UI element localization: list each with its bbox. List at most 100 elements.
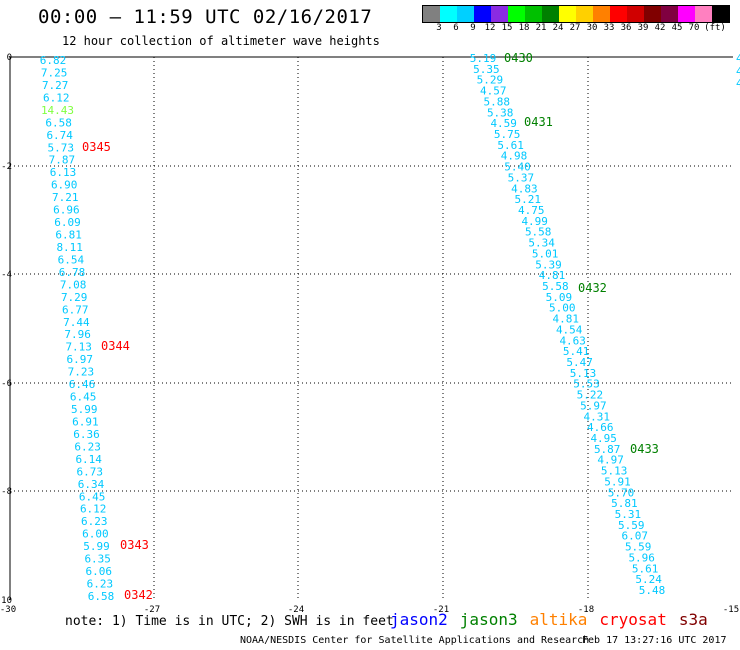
wave-height-value: 6.09 (54, 216, 81, 229)
pass-time-label: 0342 (124, 588, 153, 602)
wave-height-value: 4.66 (587, 421, 614, 434)
wave-height-value: 6.54 (58, 253, 85, 266)
y-tick-label: 0 (7, 53, 12, 63)
satellite-legend: jason2 jason3 altika cryosat s3a (390, 610, 720, 629)
wave-height-value: 5.37 (508, 171, 535, 184)
wave-height-value: 4.97 (597, 454, 624, 467)
wave-height-value: 6.81 (55, 229, 82, 242)
wave-height-value: 6.73 (77, 465, 104, 478)
wave-height-value: 5.73 (48, 141, 75, 154)
wave-height-value: 5.00 (549, 302, 576, 315)
wave-height-value: 7.21 (52, 191, 79, 204)
wave-height-value: 5.31 (615, 508, 642, 521)
wave-height-value: 5.40 (504, 161, 531, 174)
wave-height-value: 5.13 (570, 367, 597, 380)
wave-height-value: 6.74 (46, 129, 73, 142)
x-tick-label: -24 (288, 605, 304, 615)
wave-height-value: 7.13 (65, 341, 92, 354)
wave-height-value: 4.81 (539, 269, 566, 282)
wave-height-value: 5.59 (618, 519, 645, 532)
pass-time-label: 0433 (630, 442, 659, 456)
satellite-cryosat: cryosat (599, 610, 667, 629)
wave-height-value: 5.24 (635, 573, 662, 586)
y-tick-label: -2 (1, 162, 12, 172)
wave-height-value: 5.99 (83, 540, 110, 553)
x-tick-label: -27 (144, 605, 160, 615)
legend-swatch (678, 6, 695, 22)
wave-height-value: 4.81 (553, 313, 580, 326)
legend-label: 12 (484, 23, 496, 33)
units-note: note: 1) Time is in UTC; 2) SWH is in fe… (65, 614, 394, 629)
wave-height-value: 4.63 (559, 334, 586, 347)
wave-height-value: 5.59 (625, 541, 652, 554)
legend-label: (ft) (704, 23, 726, 33)
wave-height-value: 4.59 (490, 117, 517, 130)
wave-height-value: 6.78 (59, 266, 86, 279)
wave-height-value: 5.53 (573, 378, 600, 391)
wave-height-value: 5.48 (639, 584, 666, 597)
legend-swatch (576, 6, 593, 22)
pass-time-label: 0344 (101, 339, 130, 353)
satellite-jason2: jason2 (390, 610, 448, 629)
wave-height-value: 5.41 (563, 345, 590, 358)
wave-height-value: 7.96 (64, 328, 91, 341)
legend-label: 33 (603, 23, 615, 33)
wave-height-value: 6.45 (79, 490, 106, 503)
wave-height-value: 7.23 (68, 366, 95, 379)
map-title: 00:00 – 11:59 UTC 02/16/2017 (38, 6, 373, 28)
pass-time-label: 0432 (578, 281, 607, 295)
legend-swatch (695, 6, 712, 22)
wave-height-value: 6.97 (67, 353, 94, 366)
legend-swatch (508, 6, 525, 22)
legend-swatch (474, 6, 491, 22)
legend-label: 21 (535, 23, 547, 33)
wave-height-value: 5.61 (497, 139, 524, 152)
wave-height-value: 5.13 (601, 465, 628, 478)
y-tick-label: -6 (1, 379, 12, 389)
wave-height-value: 7.29 (61, 291, 88, 304)
wave-height-value: 5.97 (580, 399, 607, 412)
legend-swatch (542, 6, 559, 22)
wave-height-value: 6.35 (84, 553, 111, 566)
wave-height-value: 5.38 (487, 106, 514, 119)
legend-label: 39 (637, 23, 649, 33)
satellite-altika: altika (529, 610, 588, 629)
credit-line: NOAA/NESDIS Center for Satellite Applica… (240, 635, 590, 646)
wave-height-value: 6.96 (53, 204, 80, 217)
legend-label: 9 (470, 23, 476, 33)
color-scale-labels: 3 6 9 12 15 18 21 24 27 30 33 36 39 42 45 70 (ft) (422, 23, 740, 35)
wave-height-value: 5.70 (608, 486, 635, 499)
wave-height-value: 5.21 (515, 193, 542, 206)
wave-height-value: 5.29 (477, 74, 504, 87)
wave-height-value: 4.98 (501, 150, 528, 163)
wave-height-value: 4.83 (511, 182, 538, 195)
wave-height-value: 5.96 (628, 551, 655, 564)
legend-swatch (457, 6, 474, 22)
edge-value: 4 (736, 65, 740, 78)
legend-label: 3 (436, 23, 442, 33)
satellite-s3a: s3a (678, 610, 708, 629)
wave-height-value: 4.54 (556, 323, 583, 336)
y-tick-label: -8 (1, 487, 12, 497)
wave-height-value: 6.36 (73, 428, 100, 441)
wave-height-value: 6.23 (87, 578, 114, 591)
wave-height-value: 5.61 (632, 562, 659, 575)
legend-swatch (610, 6, 627, 22)
wave-height-value: 6.77 (62, 303, 89, 316)
wave-height-value: 5.09 (546, 291, 573, 304)
wave-height-value: 6.91 (72, 416, 99, 429)
edge-value: 4 (736, 77, 740, 90)
wave-height-value: 7.08 (60, 278, 87, 291)
wave-height-value: 4.99 (521, 215, 548, 228)
legend-swatch (661, 6, 678, 22)
legend-swatch (559, 6, 576, 22)
wave-height-value: 4.95 (590, 432, 617, 445)
map-subtitle: 12 hour collection of altimeter wave hei… (62, 34, 380, 48)
wave-height-value: 6.07 (622, 530, 649, 543)
wave-height-value: 4.57 (480, 85, 507, 98)
wave-height-value: 6.23 (81, 515, 108, 528)
wave-height-value: 6.14 (75, 453, 102, 466)
legend-swatch (644, 6, 661, 22)
y-tick-label: -10 (0, 596, 12, 606)
wave-height-value: 6.46 (69, 378, 96, 391)
